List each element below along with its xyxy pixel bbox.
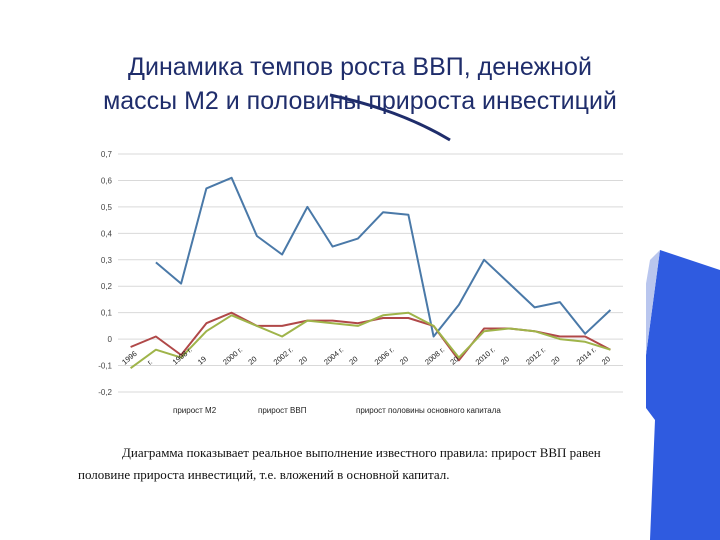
- slide-title: Динамика темпов роста ВВП, денежной масс…: [40, 50, 680, 118]
- caption-line-2: половине прироста инвестиций, т.е. вложе…: [78, 467, 450, 482]
- legend-entry-1: прирост М2: [173, 406, 217, 415]
- y-tick-label: 0,1: [101, 309, 113, 318]
- y-tick-label: -0,2: [98, 388, 112, 397]
- decorative-blue-shape: [640, 250, 720, 540]
- y-axis-ticks: 0,7 0,6 0,5 0,4 0,3 0,2 0,1 0 -0,1 -0,2: [98, 150, 112, 397]
- y-tick-label: 0,7: [101, 150, 113, 159]
- grid-layer: [118, 153, 623, 393]
- line-chart: 0,7 0,6 0,5 0,4 0,3 0,2 0,1 0 -0,1 -0,2 1996 г. 199…: [78, 142, 646, 425]
- legend: прирост М2 прирост ВВП прирост половины ос…: [173, 406, 501, 415]
- series-line-3: [130, 311, 611, 370]
- series-layer: [130, 176, 612, 370]
- slide-title-line-2: массы М2 и половины прироста инвестиций: [103, 87, 617, 115]
- y-tick-label: 0,6: [101, 176, 113, 185]
- y-tick-label: 0,3: [101, 256, 113, 265]
- series-line-1: [155, 176, 612, 338]
- y-tick-label: -0,1: [98, 362, 112, 371]
- chart-svg: 0,70,60,50,40,30,20,10-0,1-0,2 1996 г. 199…: [78, 142, 646, 425]
- y-tick-label: 0,5: [101, 203, 113, 212]
- chart-caption: Диаграмма показывает реальное выполнение…: [78, 442, 648, 486]
- x-tick-label: г.: [145, 357, 154, 366]
- legend-entry-2: прирост ВВП: [258, 406, 307, 415]
- chart-background: [78, 142, 646, 425]
- slide-title-line-1: Динамика темпов роста ВВП, денежной: [128, 53, 592, 81]
- y-tick-label: 0,4: [101, 229, 113, 238]
- legend-entry-3: прирост половины основного капитала: [356, 406, 501, 415]
- caption-line-1: Диаграмма показывает реальное выполнение…: [122, 445, 601, 460]
- y-tick-label: 0: [108, 335, 113, 344]
- y-tick-label: 0,2: [101, 282, 113, 291]
